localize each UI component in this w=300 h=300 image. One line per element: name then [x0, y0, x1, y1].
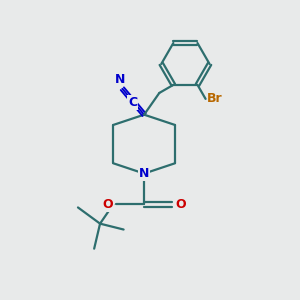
Text: N: N — [139, 167, 149, 180]
Text: N: N — [115, 73, 125, 86]
Text: C: C — [128, 96, 137, 110]
Text: Br: Br — [207, 92, 223, 105]
Text: O: O — [175, 198, 186, 211]
Text: O: O — [103, 198, 113, 211]
